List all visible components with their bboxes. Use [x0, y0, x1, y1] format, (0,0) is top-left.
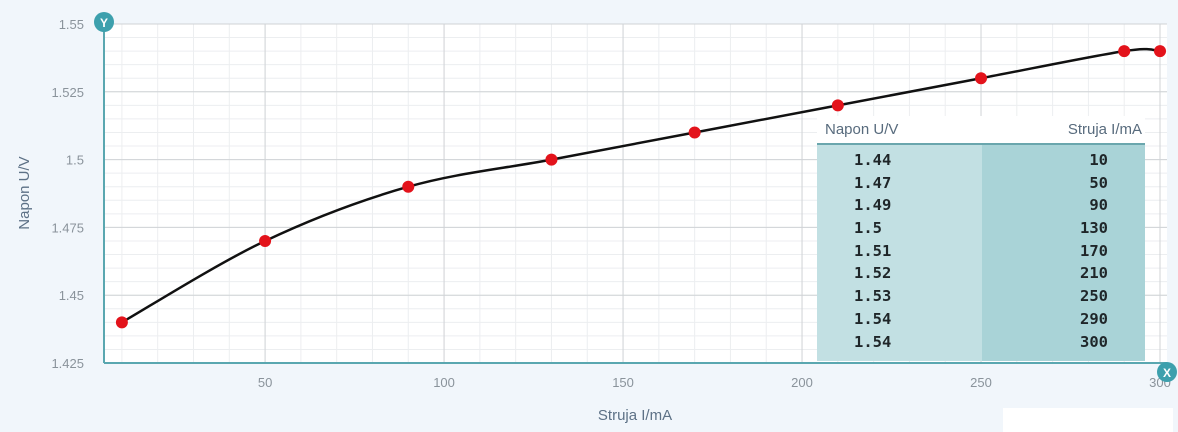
y-tick-label: 1.425: [51, 356, 84, 371]
struja-cell: 130: [1080, 219, 1108, 238]
napon-cell: 1.54: [854, 332, 892, 351]
data-point[interactable]: [688, 126, 701, 139]
data-point[interactable]: [831, 99, 844, 112]
x-tick-label: 250: [970, 375, 992, 390]
blank-panel: [1003, 408, 1173, 432]
struja-cell: 250: [1080, 287, 1108, 306]
table-body: 1.44 1.47 1.49 1.5 1.51 1.52 1.53 1.54 1…: [817, 145, 1145, 361]
napon-cell: 1.47: [854, 173, 892, 192]
struja-cell: 210: [1080, 264, 1108, 283]
napon-cell: 1.53: [854, 287, 892, 306]
y-tick-label: 1.55: [59, 17, 84, 32]
y-axis-badge-label: Y: [100, 16, 108, 30]
x-axis-title: Struja I/mA: [598, 407, 672, 424]
y-axis-badge[interactable]: Y: [94, 12, 114, 32]
napon-column: 1.44 1.47 1.49 1.5 1.51 1.52 1.53 1.54 1…: [817, 145, 982, 361]
y-axis-title: Napon U/V: [16, 156, 33, 229]
data-point[interactable]: [1118, 45, 1131, 58]
napon-cell: 1.54: [854, 309, 892, 328]
x-tick-label: 100: [433, 375, 455, 390]
x-axis-badge-label: X: [1163, 366, 1171, 380]
x-tick-labels: 50 100 150 200 250 300: [258, 375, 1171, 390]
data-point[interactable]: [115, 316, 128, 329]
struja-cell: 10: [1089, 151, 1108, 169]
table-header: Napon U/V Struja I/mA: [817, 116, 1145, 145]
data-point[interactable]: [545, 153, 558, 166]
y-tick-label: 1.45: [59, 288, 84, 303]
y-tick-labels: 1.425 1.45 1.475 1.5 1.525 1.55: [51, 17, 84, 371]
y-tick-label: 1.525: [51, 85, 84, 100]
struja-cell: 90: [1089, 196, 1108, 215]
data-point[interactable]: [1154, 45, 1166, 58]
header-napon: Napon U/V: [825, 121, 899, 138]
napon-cell: 1.51: [854, 241, 892, 260]
struja-column: 10 50 90 130 170 210 250 290 300: [982, 145, 1145, 361]
x-tick-label: 150: [612, 375, 634, 390]
x-axis-badge[interactable]: X: [1157, 362, 1177, 382]
napon-cell: 1.49: [854, 196, 892, 215]
struja-cell: 300: [1080, 332, 1108, 351]
y-tick-label: 1.475: [51, 220, 84, 235]
napon-cell: 1.5: [854, 219, 882, 238]
series-line: [121, 47, 1161, 324]
header-struja: Struja I/mA: [1067, 121, 1142, 138]
struja-cell: 170: [1080, 241, 1108, 260]
struja-cell: 50: [1089, 173, 1108, 192]
data-point[interactable]: [259, 234, 272, 247]
napon-cell: 1.52: [854, 264, 892, 283]
x-tick-label: 200: [791, 375, 813, 390]
x-tick-label: 50: [258, 375, 272, 390]
data-point[interactable]: [975, 72, 988, 85]
napon-cell: 1.44: [854, 151, 892, 169]
data-point[interactable]: [402, 180, 415, 193]
data-points: [115, 45, 1166, 329]
y-tick-label: 1.5: [66, 153, 84, 168]
data-table: Napon U/V Struja I/mA 1.44 1.47 1.49 1.5…: [817, 116, 1145, 361]
struja-cell: 290: [1080, 309, 1108, 328]
